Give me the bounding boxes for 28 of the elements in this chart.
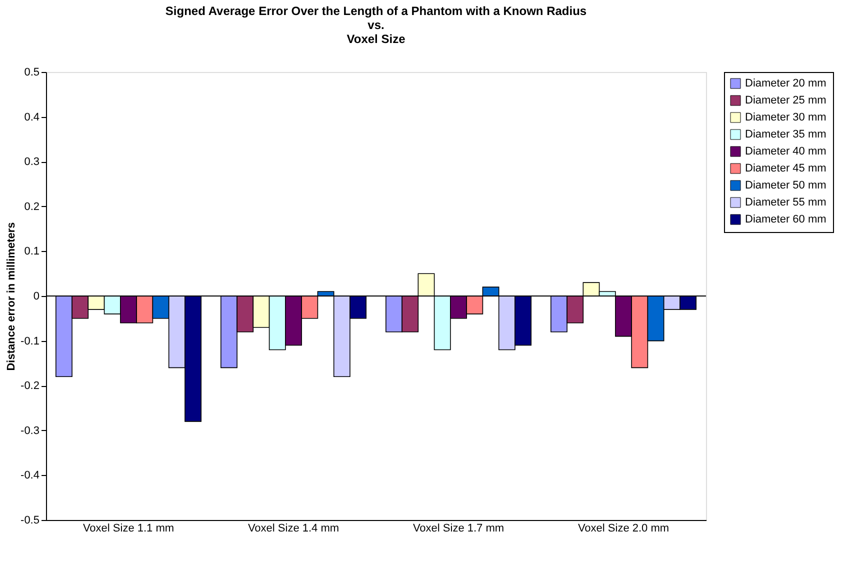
y-tick-label: -0.3 (20, 424, 40, 437)
text: Voxel Size (346, 32, 406, 46)
legend-label: Diameter 55 mm (745, 196, 826, 208)
legend-label: Diameter 45 mm (745, 162, 826, 174)
y-tick-label: -0.2 (20, 380, 40, 392)
y-tick-label: 0.2 (24, 200, 40, 213)
x-tick-label: Voxel Size 1.7 mm (412, 522, 504, 534)
x-tick-label: Voxel Size 1.1 mm (82, 522, 174, 534)
x-tick-label: Voxel Size 2.0 mm (578, 522, 670, 534)
y-tick-label: 0.5 (24, 66, 40, 78)
y-tick-label: 0 (33, 290, 40, 302)
legend-label: Diameter 50 mm (745, 180, 826, 192)
y-tick-label: -0.4 (20, 470, 40, 482)
legend-label: Diameter 40 mm (745, 146, 826, 158)
legend-label: Diameter 20 mm (745, 78, 826, 90)
legend-label: Diameter 30 mm (745, 112, 826, 124)
y-tick-label: 0.4 (24, 111, 40, 124)
legend-label: Diameter 25 mm (745, 94, 826, 106)
y-tick-label: -0.5 (20, 514, 40, 526)
text: vs. (368, 18, 384, 32)
y-axis-title: Distance error in millimeters (6, 222, 18, 371)
y-tick-label: -0.1 (20, 335, 40, 348)
x-tick-label: Voxel Size 1.4 mm (248, 522, 340, 534)
text: Signed Average Error Over the Length of a Phantom with a Known Radius (165, 4, 587, 18)
legend-label: Diameter 60 mm (745, 214, 826, 226)
y-tick-label: 0.1 (24, 246, 40, 258)
y-tick-label: 0.3 (24, 156, 40, 168)
legend-label: Diameter 35 mm (745, 128, 826, 140)
